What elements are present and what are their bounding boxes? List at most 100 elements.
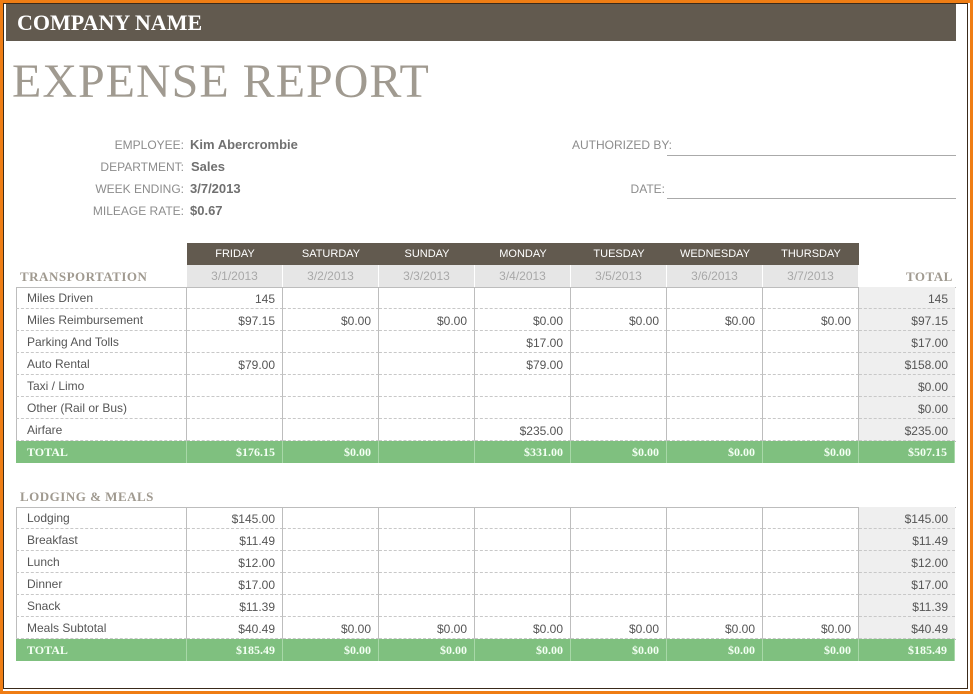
expense-cell[interactable] xyxy=(763,529,859,551)
expense-cell[interactable] xyxy=(667,331,763,353)
expense-cell[interactable] xyxy=(763,375,859,397)
expense-cell[interactable] xyxy=(571,331,667,353)
expense-cell[interactable]: $0.00 xyxy=(283,617,379,639)
expense-cell[interactable] xyxy=(667,595,763,617)
expense-cell[interactable]: $12.00 xyxy=(187,551,283,573)
expense-cell[interactable] xyxy=(379,331,475,353)
expense-cell[interactable] xyxy=(763,419,859,441)
expense-cell[interactable] xyxy=(571,419,667,441)
expense-cell[interactable]: $0.00 xyxy=(571,617,667,639)
expense-cell[interactable] xyxy=(667,551,763,573)
expense-cell[interactable]: 145 xyxy=(187,287,283,309)
expense-cell[interactable] xyxy=(187,331,283,353)
expense-cell[interactable] xyxy=(763,331,859,353)
expense-cell[interactable]: $0.00 xyxy=(763,617,859,639)
expense-cell[interactable]: $145.00 xyxy=(187,507,283,529)
expense-cell[interactable] xyxy=(283,595,379,617)
expense-cell[interactable]: $17.00 xyxy=(475,331,571,353)
expense-cell[interactable]: $0.00 xyxy=(475,309,571,331)
expense-cell[interactable] xyxy=(283,529,379,551)
expense-cell[interactable] xyxy=(763,595,859,617)
expense-cell[interactable] xyxy=(475,397,571,419)
date-header: 3/3/2013 xyxy=(379,265,475,287)
expense-cell[interactable] xyxy=(283,551,379,573)
expense-cell[interactable] xyxy=(475,375,571,397)
expense-cell[interactable] xyxy=(283,397,379,419)
expense-cell[interactable] xyxy=(475,507,571,529)
expense-cell[interactable] xyxy=(571,507,667,529)
expense-cell[interactable] xyxy=(379,375,475,397)
expense-cell[interactable] xyxy=(667,507,763,529)
expense-cell[interactable] xyxy=(283,331,379,353)
authorized-by-field[interactable] xyxy=(667,155,956,156)
expense-cell[interactable] xyxy=(475,287,571,309)
expense-cell[interactable]: $17.00 xyxy=(187,573,283,595)
employee-value[interactable]: Kim Abercrombie xyxy=(190,137,298,152)
expense-cell[interactable]: $0.00 xyxy=(667,309,763,331)
expense-cell[interactable] xyxy=(379,287,475,309)
expense-cell[interactable] xyxy=(283,375,379,397)
expense-cell[interactable]: $11.39 xyxy=(187,595,283,617)
expense-cell[interactable] xyxy=(763,507,859,529)
expense-cell[interactable]: $0.00 xyxy=(283,309,379,331)
expense-cell[interactable] xyxy=(379,397,475,419)
day-total-cell: $0.00 xyxy=(379,639,475,661)
expense-cell[interactable] xyxy=(763,551,859,573)
expense-cell[interactable] xyxy=(763,573,859,595)
date-field[interactable] xyxy=(667,198,956,199)
expense-cell[interactable] xyxy=(283,573,379,595)
expense-cell[interactable] xyxy=(379,507,475,529)
expense-cell[interactable] xyxy=(379,551,475,573)
expense-cell[interactable]: $0.00 xyxy=(379,309,475,331)
expense-cell[interactable] xyxy=(763,353,859,375)
expense-cell[interactable] xyxy=(571,397,667,419)
expense-cell[interactable] xyxy=(187,397,283,419)
expense-cell[interactable]: $0.00 xyxy=(475,617,571,639)
expense-cell[interactable] xyxy=(667,397,763,419)
expense-cell[interactable] xyxy=(571,551,667,573)
expense-cell[interactable] xyxy=(379,529,475,551)
expense-cell[interactable] xyxy=(667,375,763,397)
expense-cell[interactable] xyxy=(763,287,859,309)
expense-cell[interactable]: $79.00 xyxy=(475,353,571,375)
expense-cell[interactable] xyxy=(379,419,475,441)
expense-cell[interactable]: $0.00 xyxy=(667,617,763,639)
expense-cell[interactable] xyxy=(379,573,475,595)
expense-cell[interactable] xyxy=(187,375,283,397)
expense-cell[interactable] xyxy=(187,419,283,441)
expense-cell[interactable] xyxy=(667,287,763,309)
expense-cell[interactable] xyxy=(763,397,859,419)
expense-cell[interactable] xyxy=(571,375,667,397)
expense-cell[interactable]: $40.49 xyxy=(187,617,283,639)
expense-cell[interactable]: $11.49 xyxy=(187,529,283,551)
expense-cell[interactable]: $235.00 xyxy=(475,419,571,441)
expense-cell[interactable] xyxy=(667,529,763,551)
expense-cell[interactable]: $0.00 xyxy=(571,309,667,331)
expense-cell[interactable]: $79.00 xyxy=(187,353,283,375)
expense-cell[interactable] xyxy=(283,287,379,309)
expense-cell[interactable]: $0.00 xyxy=(763,309,859,331)
expense-cell[interactable] xyxy=(283,419,379,441)
expense-cell[interactable] xyxy=(571,287,667,309)
expense-cell[interactable] xyxy=(667,419,763,441)
expense-cell[interactable] xyxy=(283,507,379,529)
expense-cell[interactable] xyxy=(379,353,475,375)
expense-cell[interactable] xyxy=(667,353,763,375)
expense-cell[interactable] xyxy=(667,573,763,595)
mileage-rate-value[interactable]: $0.67 xyxy=(190,203,223,218)
expense-cell[interactable] xyxy=(283,353,379,375)
expense-cell[interactable] xyxy=(475,595,571,617)
page-inner-frame xyxy=(3,3,968,689)
department-value[interactable]: Sales xyxy=(191,159,225,174)
expense-cell[interactable] xyxy=(475,551,571,573)
expense-cell[interactable] xyxy=(571,573,667,595)
week-ending-value[interactable]: 3/7/2013 xyxy=(190,181,241,196)
expense-cell[interactable] xyxy=(475,529,571,551)
expense-cell[interactable] xyxy=(475,573,571,595)
expense-cell[interactable]: $97.15 xyxy=(187,309,283,331)
expense-cell[interactable] xyxy=(571,595,667,617)
expense-cell[interactable] xyxy=(379,595,475,617)
expense-cell[interactable] xyxy=(571,353,667,375)
expense-cell[interactable]: $0.00 xyxy=(379,617,475,639)
expense-cell[interactable] xyxy=(571,529,667,551)
